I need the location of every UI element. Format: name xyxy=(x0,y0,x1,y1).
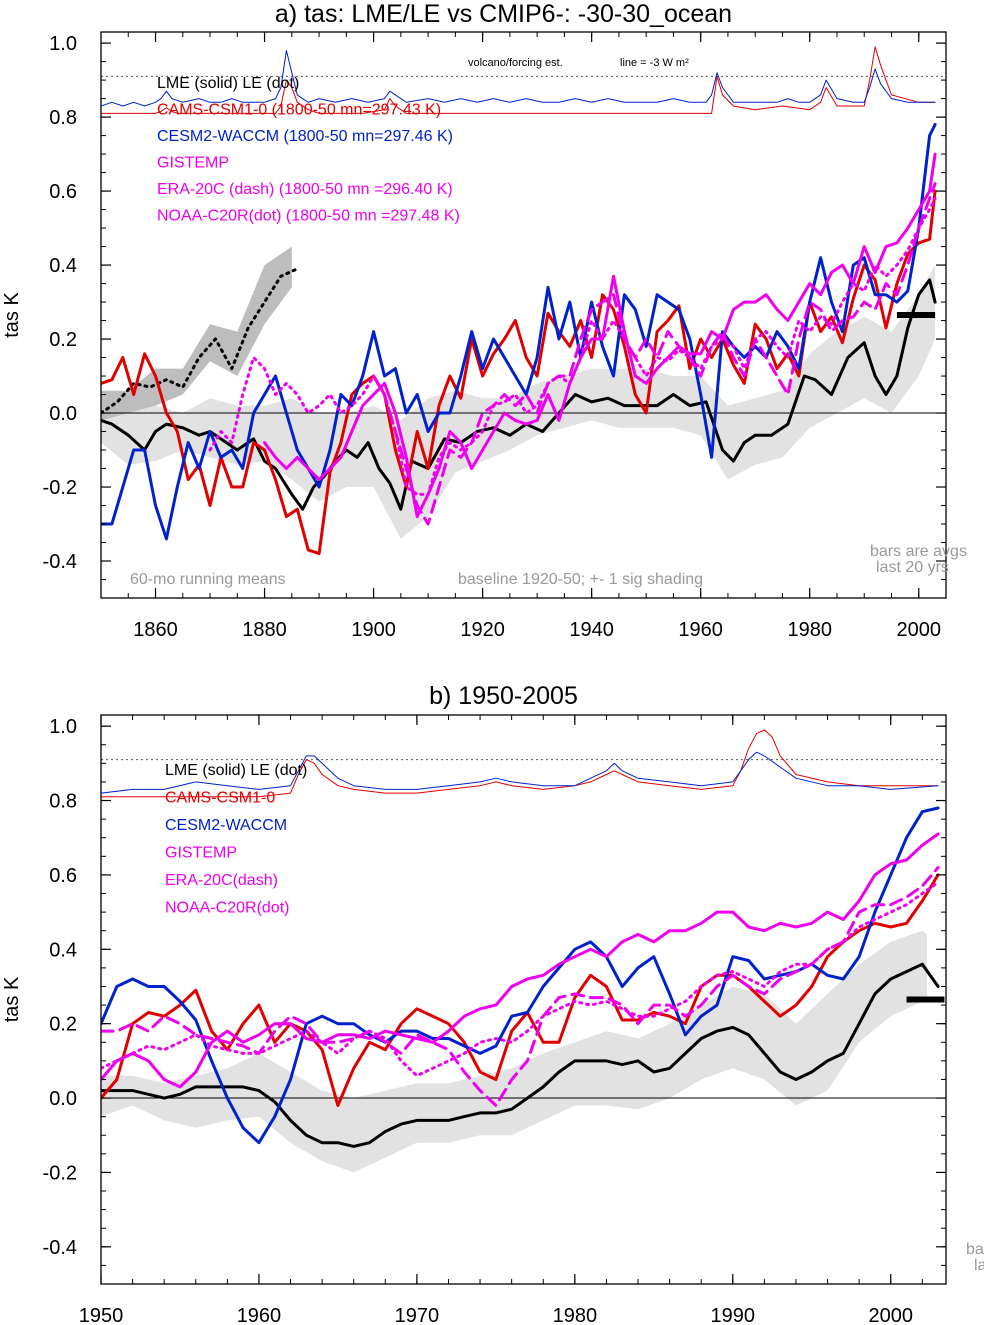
series-lme-forcing xyxy=(101,729,939,798)
chart-title: b) 1950-2005 xyxy=(429,682,578,710)
y-tick-label: 0.4 xyxy=(49,939,77,961)
series-le-forcing xyxy=(101,751,939,794)
legend-entry: LME (solid) LE (dot) xyxy=(165,762,307,779)
x-tick-label: 2000 xyxy=(868,1305,913,1325)
x-tick-label: 1880 xyxy=(242,619,287,641)
y-tick-label: -0.2 xyxy=(43,477,77,499)
x-tick-label: 1920 xyxy=(460,619,505,641)
x-tick-label: 1900 xyxy=(351,619,396,641)
x-tick-label: 1950 xyxy=(79,1305,124,1325)
annotation-bars-line2: last 20 yrs xyxy=(876,559,949,576)
y-tick-label: 0.6 xyxy=(49,181,77,203)
y-axis-label: tas K xyxy=(1,292,23,338)
y-tick-label: 1.0 xyxy=(49,33,77,55)
y-tick-label: 0.4 xyxy=(49,255,77,277)
series-noaa-c20r xyxy=(208,197,937,496)
series-lme xyxy=(101,962,940,1148)
annotation-forcing-line: line = -3 W m² xyxy=(620,57,689,69)
panel-b-chart: b) 1950-2005 tas K -0.4 -0.2 0.0 0.2 0.4 0.6 0.8… xyxy=(1,682,984,1325)
series-gistemp xyxy=(101,832,940,1089)
legend-entry: ERA-20C (dash) (1800-50 mn =296.40 K) xyxy=(157,181,453,198)
annotation-forcing: volcano/forcing est. xyxy=(468,57,563,69)
annotation-bars-line2: last 20 yrs xyxy=(974,1257,984,1274)
legend-entry: CAMS-CSM1-0 (1800-50 mn=297.43 K) xyxy=(157,102,441,119)
legend-entry: CAMS-CSM1-0 xyxy=(165,790,275,807)
series-noaa-c20r xyxy=(101,880,940,1078)
annotation-running-mean: 60-mo running means xyxy=(130,571,286,588)
y-tick-label: 0.6 xyxy=(49,865,77,887)
plot-frame xyxy=(100,714,947,1285)
y-tick-label: -0.4 xyxy=(43,1237,77,1259)
x-tick-label: 1990 xyxy=(711,1305,756,1325)
series-le xyxy=(101,267,299,415)
annotation-bars-line1: bars are avgs xyxy=(966,1241,984,1258)
legend-entry: NOAA-C20R(dot) xyxy=(165,900,289,917)
y-tick-label: 0.2 xyxy=(49,1014,77,1036)
series-cesm2-waccm xyxy=(101,123,937,541)
legend-entry: NOAA-C20R(dot) (1800-50 mn =297.48 K) xyxy=(157,208,460,225)
y-tick-label: 0.2 xyxy=(49,329,77,351)
series-lme-forcing xyxy=(101,46,936,114)
plot-area xyxy=(101,729,946,1173)
legend-entry: GISTEMP xyxy=(157,155,229,172)
x-tick-label: 1960 xyxy=(678,619,723,641)
lme-spread-shading xyxy=(101,930,927,1173)
x-tick-label: 2000 xyxy=(896,619,941,641)
y-tick-label: -0.4 xyxy=(43,551,77,573)
y-tick-label: 1.0 xyxy=(49,716,77,738)
y-tick-label: 0.0 xyxy=(49,403,77,425)
annotation-bars-line1: bars are avgs xyxy=(870,543,967,560)
x-tick-label: 1960 xyxy=(237,1305,282,1325)
legend-entry: LME (solid) LE (dot) xyxy=(157,75,299,92)
series-lme xyxy=(101,278,937,511)
x-tick-label: 1940 xyxy=(569,619,614,641)
legend-entry: CESM2-WACCM (1800-50 mn=297.46 K) xyxy=(157,128,453,145)
legend-entry: GISTEMP xyxy=(165,845,237,862)
series-gistemp xyxy=(263,152,937,519)
y-tick-label: 0.8 xyxy=(49,791,77,813)
le-spread-shading xyxy=(101,246,292,421)
y-axis-label: tas K xyxy=(1,976,23,1022)
x-tick-label: 1980 xyxy=(553,1305,598,1325)
legend-entry: CESM2-WACCM xyxy=(165,817,287,834)
series-era-20c xyxy=(101,866,940,1107)
x-tick-label: 1860 xyxy=(133,619,178,641)
annotation-baseline: baseline 1920-50; +- 1 sig shading xyxy=(458,571,703,588)
legend-entry: ERA-20C(dash) xyxy=(165,872,278,889)
plot-frame xyxy=(100,31,947,599)
x-tick-label: 1970 xyxy=(395,1305,440,1325)
chart-title: a) tas: LME/LE vs CMIP6-: -30-30_ocean xyxy=(275,0,732,28)
series-cams-csm1-0 xyxy=(101,873,940,1107)
x-tick-label: 1980 xyxy=(787,619,832,641)
panel-a-chart: a) tas: LME/LE vs CMIP6-: -30-30_oceanta… xyxy=(1,0,967,641)
y-tick-label: 0.0 xyxy=(49,1088,77,1110)
y-tick-label: 0.8 xyxy=(49,107,77,129)
series-le-forcing xyxy=(101,50,936,107)
plot-area xyxy=(101,46,946,556)
y-tick-label: -0.2 xyxy=(43,1162,77,1184)
